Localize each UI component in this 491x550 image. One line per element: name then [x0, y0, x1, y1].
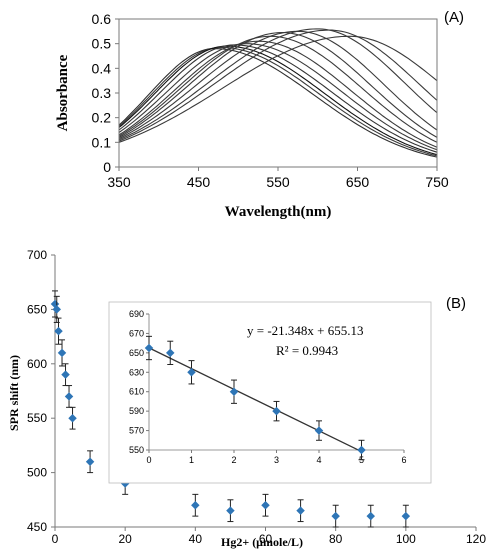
inset-data-point: [314, 426, 324, 435]
a-spectrum-curve-1: [118, 48, 438, 158]
inset-y-tick-label: 590: [129, 406, 144, 416]
inset-x-tick-label: 4: [316, 455, 321, 465]
inset-background: [108, 301, 432, 484]
inset-data-point: [272, 406, 281, 416]
inset-y-tick-label: 610: [129, 387, 144, 397]
a-x-tick-labels: 350 450 550 650 750: [107, 167, 449, 190]
a-y-tick-label: 0: [103, 159, 111, 175]
inset-y-tick-label: 690: [129, 309, 144, 319]
a-y-axis-label: Absorbance: [55, 54, 71, 131]
inset-x-tick-label: 3: [274, 455, 279, 465]
a-y-tick-label: 0.1: [92, 134, 112, 150]
b-x-tick-label: 120: [466, 532, 486, 546]
a-y-tick-label: 0.2: [92, 110, 112, 126]
a-x-tick-label: 550: [266, 174, 290, 190]
b-data-point: [366, 511, 375, 521]
b-data-point: [52, 305, 61, 314]
inset-y-tick-label: 550: [129, 445, 144, 455]
b-x-tick-label: 100: [396, 532, 416, 546]
b-y-tick-label: 550: [27, 411, 47, 425]
a-panel-label: (A): [444, 9, 464, 26]
b-y-tick-label: 450: [27, 520, 47, 534]
a-spectrum-curve-6: [118, 40, 438, 148]
b-data-point: [54, 326, 63, 336]
a-spectrum-curve-10: [118, 28, 438, 141]
inset-data-point: [229, 387, 239, 396]
a-y-tick-label: 0.6: [92, 11, 112, 27]
b-y-tick-label: 600: [27, 357, 47, 371]
b-x-tick-label: 0: [52, 532, 59, 546]
b-data-point: [85, 457, 95, 466]
a-y-tick-labels: 0 0.1 0.2 0.3 0.4 0.5 0.6: [92, 11, 119, 175]
inset-r-squared: R² = 0.9943: [276, 343, 338, 358]
inset-x-tick-label: 2: [231, 455, 236, 465]
b-data-point: [191, 500, 200, 510]
b-x-tick-label: 60: [259, 532, 273, 546]
b-x-axis-label: Hg2+ (μmole/L): [221, 535, 303, 549]
a-spectrum-curve-11: [118, 29, 438, 142]
b-data-point: [61, 370, 70, 379]
b-panel-label: (B): [446, 295, 466, 312]
b-data-point: [64, 392, 74, 401]
inset-x-tick-label: 1: [189, 455, 194, 465]
b-x-tick-label: 40: [189, 532, 203, 546]
inset-data-point: [187, 368, 196, 377]
a-spectrum-curve-9: [118, 30, 438, 140]
a-spectrum-curve-8: [118, 32, 438, 138]
b-y-tick-label: 500: [27, 466, 47, 480]
inset-y-tick-label: 650: [129, 348, 144, 358]
a-spectrum-curve-5: [118, 43, 438, 151]
b-x-tick-label: 20: [118, 532, 132, 546]
inset-x-tick-label: 6: [401, 455, 406, 465]
a-y-tick-label: 0.5: [92, 36, 112, 52]
a-spectrum-curve-3: [118, 45, 438, 156]
inset-y-tick-labels: 550 570 590 610 630 650 670 690: [129, 309, 149, 455]
a-x-tick-label: 750: [425, 174, 449, 190]
b-y-tick-label: 650: [27, 302, 47, 316]
a-x-axis-label: Wavelength(nm): [225, 204, 332, 220]
b-data-point: [296, 506, 305, 515]
inset-y-tick-label: 670: [129, 328, 144, 338]
inset-trendline: [148, 347, 362, 453]
a-x-tick-label: 650: [346, 174, 370, 190]
a-spectrum-curve-2: [118, 46, 438, 157]
inset-data-point: [144, 343, 154, 353]
a-spectrum-curve-12: [118, 35, 438, 143]
a-y-tick-label: 0.4: [92, 60, 112, 76]
a-curve-group: [118, 28, 438, 158]
panel-a: 350 450 550 650 750 0 0.1 0.2 0.3 0.4 0.5 0.6 Wave…: [55, 9, 464, 220]
inset-x-tick-labels: 0123456: [146, 450, 407, 465]
inset-y-tick-label: 570: [129, 426, 144, 436]
b-data-point: [331, 511, 340, 521]
inset-data-point: [166, 348, 175, 358]
b-data-point: [261, 500, 270, 510]
inset-data-points: [144, 335, 366, 461]
a-x-tick-label: 350: [107, 174, 131, 190]
a-x-tick-label: 450: [187, 174, 211, 190]
b-y-axis-label: SPR shift (nm): [7, 355, 21, 431]
inset-data-point: [357, 445, 366, 455]
b-data-point: [401, 511, 411, 521]
inset-equation: y = -21.348x + 655.13: [247, 323, 364, 338]
b-data-point: [57, 348, 67, 358]
inset-x-tick-label: 0: [146, 455, 151, 465]
a-spectrum-curve-7: [118, 35, 438, 143]
b-x-tick-labels: 0 20 40 60 80 100 120: [52, 527, 486, 546]
b-y-tick-label: 700: [27, 248, 47, 262]
a-y-tick-label: 0.3: [92, 85, 112, 101]
b-x-tick-label: 80: [329, 532, 343, 546]
b-y-tick-labels: 450 500 550 600 650 700: [27, 248, 55, 534]
inset-y-tick-label: 630: [129, 367, 144, 377]
b-data-point: [68, 413, 77, 423]
